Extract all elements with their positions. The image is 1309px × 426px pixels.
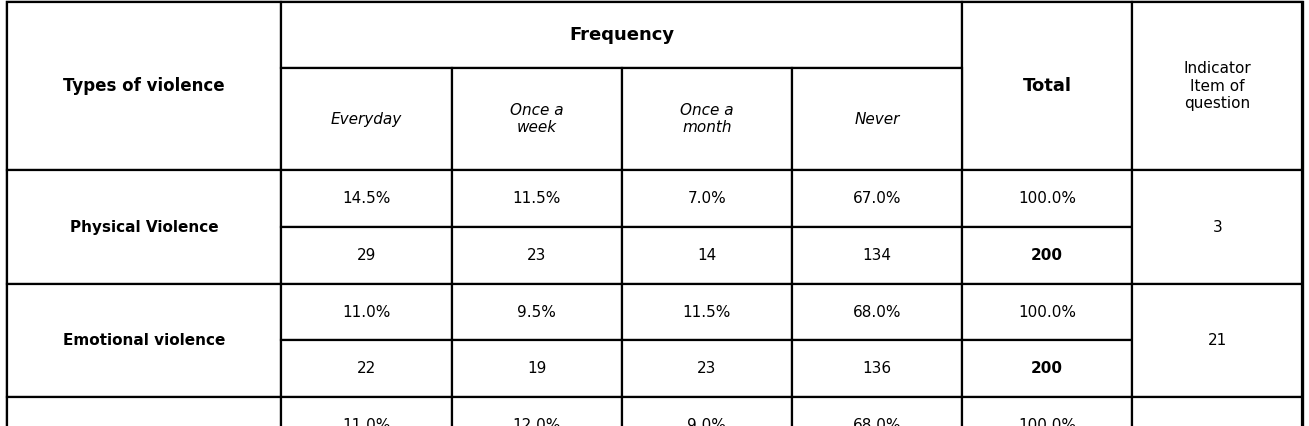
Bar bbox=[452, 340, 622, 397]
Text: 67.0%: 67.0% bbox=[852, 191, 902, 206]
Bar bbox=[7, 170, 281, 284]
Text: Everyday: Everyday bbox=[331, 112, 402, 127]
Text: 100.0%: 100.0% bbox=[1018, 191, 1076, 206]
Bar bbox=[281, 284, 452, 340]
Bar bbox=[1132, 397, 1302, 426]
Bar bbox=[792, 170, 962, 227]
Text: Once a
month: Once a month bbox=[681, 103, 733, 135]
Text: 23: 23 bbox=[528, 248, 546, 263]
Text: 21: 21 bbox=[1208, 333, 1227, 348]
Bar bbox=[792, 340, 962, 397]
Bar bbox=[792, 284, 962, 340]
Bar bbox=[7, 2, 281, 170]
Bar bbox=[281, 2, 962, 68]
Bar bbox=[452, 397, 622, 426]
Text: 29: 29 bbox=[357, 248, 376, 263]
Bar bbox=[281, 170, 452, 227]
Text: 11.0%: 11.0% bbox=[343, 418, 390, 426]
Text: 14: 14 bbox=[698, 248, 716, 263]
Bar bbox=[622, 397, 792, 426]
Text: 100.0%: 100.0% bbox=[1018, 418, 1076, 426]
Bar bbox=[622, 284, 792, 340]
Text: Never: Never bbox=[855, 112, 899, 127]
Text: 100.0%: 100.0% bbox=[1018, 305, 1076, 320]
Bar bbox=[792, 68, 962, 170]
Text: Types of violence: Types of violence bbox=[63, 77, 225, 95]
Bar bbox=[792, 227, 962, 284]
Bar bbox=[622, 340, 792, 397]
Bar bbox=[962, 170, 1132, 227]
Text: 134: 134 bbox=[863, 248, 891, 263]
Text: 19: 19 bbox=[528, 361, 546, 376]
Text: 23: 23 bbox=[698, 361, 716, 376]
Text: 9.5%: 9.5% bbox=[517, 305, 556, 320]
Bar bbox=[1132, 2, 1302, 170]
Text: Emotional violence: Emotional violence bbox=[63, 333, 225, 348]
Bar bbox=[792, 397, 962, 426]
Bar bbox=[281, 397, 452, 426]
Text: 14.5%: 14.5% bbox=[343, 191, 390, 206]
Text: 22: 22 bbox=[357, 361, 376, 376]
Text: 11.0%: 11.0% bbox=[343, 305, 390, 320]
Bar bbox=[452, 68, 622, 170]
Bar bbox=[1132, 284, 1302, 397]
Text: 200: 200 bbox=[1031, 248, 1063, 263]
Text: 136: 136 bbox=[863, 361, 891, 376]
Text: 68.0%: 68.0% bbox=[852, 305, 902, 320]
Bar bbox=[962, 227, 1132, 284]
Bar bbox=[622, 68, 792, 170]
Bar bbox=[622, 227, 792, 284]
Bar bbox=[622, 170, 792, 227]
Text: 12.0%: 12.0% bbox=[513, 418, 560, 426]
Text: Physical Violence: Physical Violence bbox=[69, 219, 219, 235]
Bar bbox=[962, 2, 1132, 170]
Text: Once a
week: Once a week bbox=[511, 103, 563, 135]
Bar bbox=[962, 284, 1132, 340]
Bar bbox=[1132, 170, 1302, 284]
Bar bbox=[452, 284, 622, 340]
Bar bbox=[452, 227, 622, 284]
Bar bbox=[452, 170, 622, 227]
Bar bbox=[962, 340, 1132, 397]
Bar bbox=[7, 284, 281, 397]
Text: Total: Total bbox=[1022, 77, 1072, 95]
Bar bbox=[962, 397, 1132, 426]
Bar bbox=[281, 68, 452, 170]
Bar bbox=[281, 340, 452, 397]
Text: 3: 3 bbox=[1212, 219, 1223, 235]
Bar bbox=[281, 227, 452, 284]
Text: 7.0%: 7.0% bbox=[687, 191, 726, 206]
Text: 11.5%: 11.5% bbox=[513, 191, 560, 206]
Text: 68.0%: 68.0% bbox=[852, 418, 902, 426]
Text: Frequency: Frequency bbox=[569, 26, 674, 44]
Bar bbox=[7, 397, 281, 426]
Text: Indicator
Item of
question: Indicator Item of question bbox=[1183, 61, 1251, 111]
Text: 200: 200 bbox=[1031, 361, 1063, 376]
Text: 9.0%: 9.0% bbox=[687, 418, 726, 426]
Text: 11.5%: 11.5% bbox=[683, 305, 730, 320]
